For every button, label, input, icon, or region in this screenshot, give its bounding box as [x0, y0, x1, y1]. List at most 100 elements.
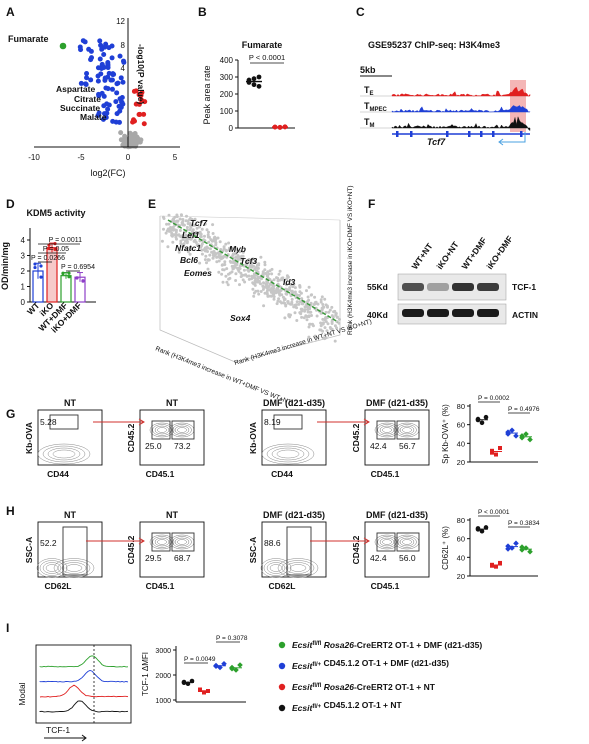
summary-ytick-label: 40 — [457, 553, 465, 562]
density-contour — [379, 537, 395, 547]
chip-title: GSE95237 ChIP-seq: H3K4me3 — [368, 40, 500, 50]
rank-point — [211, 232, 215, 235]
flow-plot-xlabel: CD62L — [45, 581, 72, 591]
rank-point — [276, 276, 280, 280]
summary-ytick-label: 20 — [457, 572, 465, 581]
tcf1-point — [198, 687, 202, 692]
flow-gate — [376, 532, 396, 552]
volcano-point-ns — [132, 142, 138, 148]
rank-point — [166, 245, 170, 249]
kdm5-point — [67, 271, 71, 275]
rank-point — [302, 316, 306, 320]
hist-curve — [39, 670, 129, 683]
rank-point — [234, 279, 238, 282]
density-contour — [52, 449, 76, 459]
rank-point — [253, 283, 257, 287]
kdm5-point — [39, 264, 43, 268]
density-contour — [399, 425, 415, 435]
summary-ytick-label: 60 — [457, 535, 465, 544]
kdm5-point — [47, 243, 51, 247]
summary-ytick-label: 20 — [457, 458, 465, 467]
exon — [396, 131, 399, 137]
rank-point — [305, 289, 308, 293]
rank-point — [181, 222, 184, 226]
rank-point — [301, 302, 305, 306]
chip-scale-label: 5kb — [360, 65, 376, 75]
rank-point — [227, 277, 231, 281]
density-contour — [154, 537, 170, 547]
volcano-xlabel: log2(FC) — [90, 168, 125, 178]
exon — [480, 131, 483, 137]
panel-a-letter: A — [6, 5, 15, 19]
summary-point — [490, 563, 494, 568]
kdm5-ytick-label: 0 — [21, 298, 26, 307]
rank-point — [298, 284, 302, 288]
rank-point — [171, 240, 175, 244]
density-contour — [266, 445, 310, 463]
rank-point — [259, 255, 263, 259]
rank-point — [272, 278, 276, 282]
rank-point — [207, 230, 210, 234]
kdm5-pvalue: P = 0.6954 — [61, 264, 95, 271]
rank-point — [266, 270, 270, 274]
rank-point — [218, 240, 222, 244]
flow-plot-title: NT — [64, 398, 76, 408]
flow-plot-xlabel: CD44 — [47, 469, 69, 479]
marker-40kd: 40Kd — [367, 310, 388, 320]
rank-point — [285, 277, 289, 281]
volcano-point-down — [99, 90, 105, 96]
rank-point — [275, 302, 279, 306]
flow-plot-ylabel: CD45.2 — [126, 535, 136, 564]
rank-point — [175, 215, 179, 219]
rank-point — [198, 231, 202, 235]
rank-point — [303, 308, 307, 312]
tcf1-histogram — [35, 644, 132, 742]
rank-point — [203, 222, 207, 226]
density-contour — [289, 564, 307, 572]
volcano-point-up — [141, 121, 147, 127]
rank-point — [167, 222, 171, 226]
volcano-point-down — [118, 75, 124, 81]
rank-point — [217, 251, 221, 255]
tcf1-band — [427, 283, 449, 291]
rank-point — [222, 245, 226, 249]
track-signal — [391, 116, 531, 132]
rank-point — [295, 319, 299, 322]
rank-point — [177, 233, 181, 237]
fumarate-label: Fumarate — [8, 34, 49, 44]
density-contour — [53, 558, 95, 578]
summary-point — [483, 414, 489, 420]
rank-point — [207, 235, 211, 239]
volcano-xtick: -10 — [28, 153, 40, 162]
flow-gate-value: 56.7 — [399, 441, 416, 451]
hist-curve — [39, 684, 129, 698]
rank-point — [203, 258, 207, 262]
volcano-point-down — [121, 59, 127, 65]
tss-arrow-head — [498, 138, 504, 146]
flow-plot-ylabel: SSC-A — [248, 537, 258, 563]
volcano-point-up — [131, 117, 137, 123]
rank-point — [266, 281, 269, 285]
rank-point — [324, 317, 327, 321]
rank-point — [271, 292, 275, 296]
rank-point — [289, 302, 292, 306]
kdm5-pvalue: P = 0.0266 — [31, 255, 65, 262]
rank-point — [206, 246, 210, 250]
rank-point — [297, 302, 301, 306]
hist-curve — [39, 655, 129, 668]
flow-gate — [62, 526, 88, 576]
flow-gate — [286, 526, 312, 576]
flow-gate-value: 42.4 — [370, 441, 387, 451]
rank-point — [311, 324, 315, 328]
flow-plot-xlabel: CD45.1 — [146, 581, 175, 591]
kdm5-ytick-label: 2 — [21, 267, 26, 276]
hist-curve — [39, 700, 129, 713]
rank-point — [274, 289, 278, 293]
rank-point — [203, 249, 207, 253]
rank-point — [299, 307, 303, 311]
rank-point — [234, 272, 238, 276]
volcano-point-down — [110, 118, 116, 124]
volcano-ylabel: -log10(P value) — [136, 44, 146, 104]
density-contour — [382, 427, 392, 433]
rank-point — [165, 229, 169, 233]
